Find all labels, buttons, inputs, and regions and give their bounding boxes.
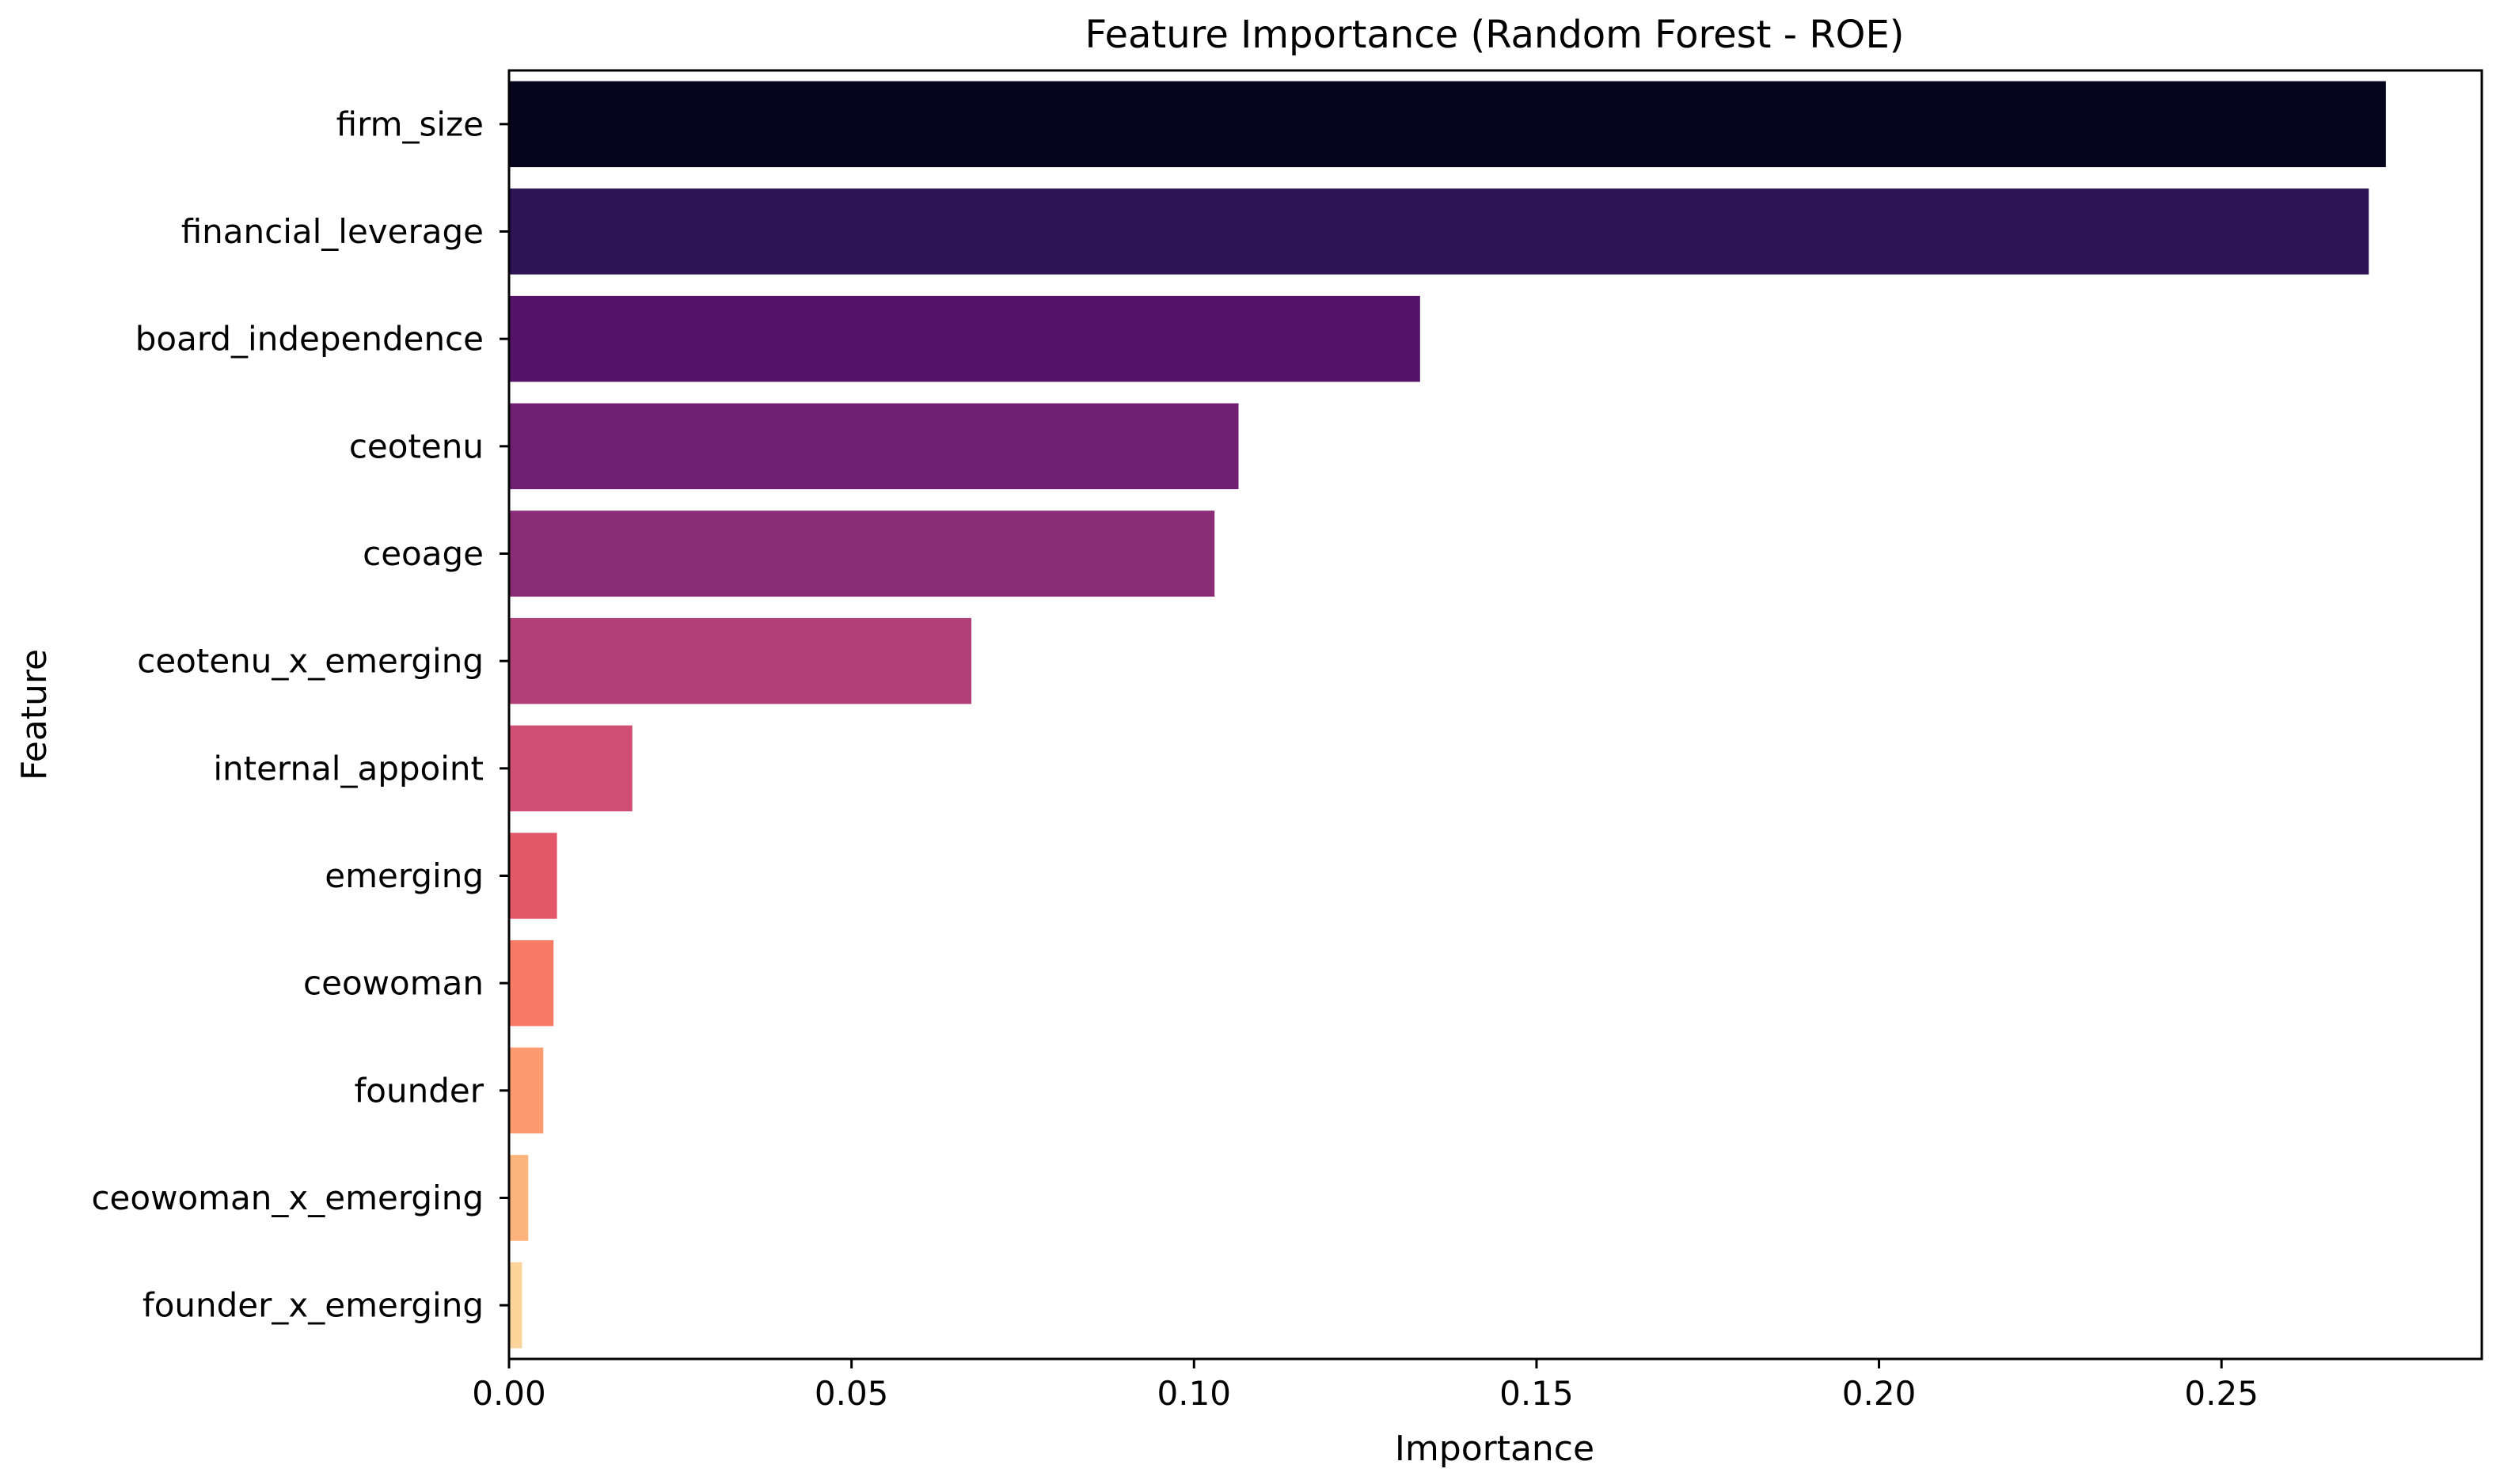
x-tick-label: 0.05 [815,1374,889,1413]
y-tick-label: firm_size [336,104,484,143]
y-tick-label: financial_leverage [181,212,484,251]
x-tick-label: 0.20 [1842,1374,1917,1413]
y-tick-label: ceowoman [303,964,484,1003]
bar-emerging [509,833,557,919]
chart-title: Feature Importance (Random Forest - ROE) [1085,13,1905,57]
x-tick-label: 0.10 [1157,1374,1232,1413]
bar-ceowoman-x-emerging [509,1155,529,1241]
bar-internal-appoint [509,725,633,812]
bar-ceotenu [509,403,1239,490]
y-axis-label: Feature [14,649,55,780]
x-axis-label: Importance [1395,1429,1594,1469]
x-tick-label: 0.15 [1499,1374,1574,1413]
y-tick-label: board_independence [135,320,484,359]
y-tick-label: ceotenu_x_emerging [137,642,484,681]
x-tick-label: 0.00 [472,1374,546,1413]
y-tick-label: ceoage [363,534,484,573]
bar-financial-leverage [509,188,2369,275]
bar-ceotenu-x-emerging [509,617,972,704]
bar-ceoage [509,510,1215,597]
bar-founder-x-emerging [509,1262,522,1349]
bar-ceowoman [509,939,554,1027]
y-tick-label: ceotenu [349,427,484,465]
y-tick-label: founder_x_emerging [142,1286,484,1325]
x-axis: 0.00 0.05 0.10 0.15 0.20 0.25 [472,1359,2259,1413]
bar-firm-size [509,81,2386,168]
y-tick-label: emerging [325,856,484,895]
y-tick-label: internal_appoint [213,749,484,788]
bar-board-independence [509,295,1420,382]
y-axis: firm_size financial_leverage board_indepen… [91,104,509,1325]
bar-founder [509,1047,544,1134]
plot-frame [507,69,2483,1361]
y-tick-label: founder [355,1071,484,1110]
y-tick-label: ceowoman_x_emerging [91,1178,484,1217]
x-tick-label: 0.25 [2184,1374,2259,1413]
bars-group [509,81,2386,1349]
